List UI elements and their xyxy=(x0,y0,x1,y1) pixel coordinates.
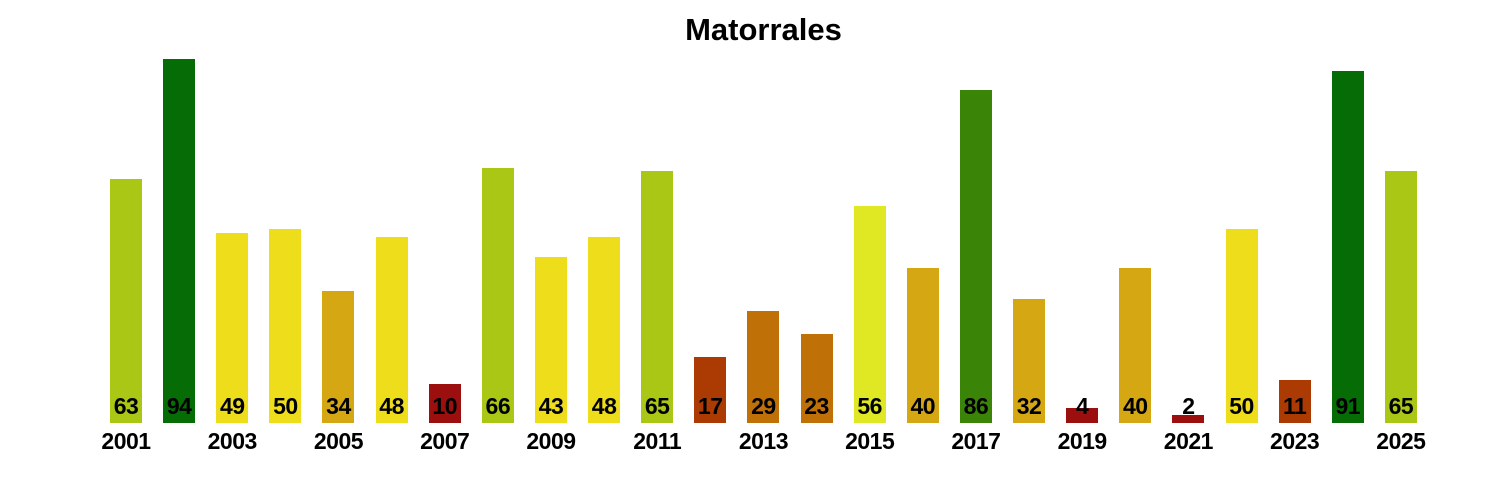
bar-value-label-2014: 23 xyxy=(804,393,829,419)
bar-value-label-2011: 65 xyxy=(644,393,670,419)
x-tick-label-2013: 2013 xyxy=(738,428,789,454)
bar-value-label-2023: 11 xyxy=(1282,393,1307,419)
bar-value-label-2016: 40 xyxy=(910,393,936,419)
bar-2024 xyxy=(1331,71,1364,423)
bar-value-label-2003: 49 xyxy=(219,393,245,419)
bar-value-label-2013: 29 xyxy=(751,393,776,419)
bar-2022 xyxy=(1225,229,1258,423)
bar-2011 xyxy=(641,171,674,423)
bar-2007 xyxy=(428,384,461,423)
bar-value-label-2020: 40 xyxy=(1122,393,1148,419)
x-tick-label-2023: 2023 xyxy=(1270,428,1320,454)
bar-2023 xyxy=(1278,380,1311,423)
x-tick-label-2021: 2021 xyxy=(1163,428,1214,454)
bar-value-label-2007: 10 xyxy=(432,393,458,419)
x-tick-label-2009: 2009 xyxy=(526,428,576,454)
bar-2021 xyxy=(1172,415,1205,423)
bar-value-label-2008: 66 xyxy=(485,393,511,419)
bar-2018 xyxy=(1013,299,1046,423)
bar-value-label-2012: 17 xyxy=(698,393,723,419)
bar-2013 xyxy=(747,311,780,423)
bar-value-label-2015: 56 xyxy=(857,393,882,419)
bar-2015 xyxy=(853,206,886,423)
bar-2017 xyxy=(959,90,992,423)
x-tick-label-2003: 2003 xyxy=(207,428,258,454)
bar-value-label-2005: 34 xyxy=(326,393,351,419)
bar-value-label-2019: 4 xyxy=(1076,393,1089,419)
bar-value-label-2024: 91 xyxy=(1335,393,1361,419)
bar-2016 xyxy=(906,268,939,423)
bar-value-label-2018: 32 xyxy=(1016,393,1042,419)
chart-title: Matorrales xyxy=(685,12,842,47)
x-tick-label-2015: 2015 xyxy=(845,428,895,454)
x-tick-label-2019: 2019 xyxy=(1057,428,1108,454)
bar-2001 xyxy=(110,179,142,423)
bar-2025 xyxy=(1384,171,1417,423)
bar-value-label-2004: 50 xyxy=(273,393,298,419)
bar-2014 xyxy=(800,334,833,423)
bar-2010 xyxy=(588,237,621,423)
bar-2005 xyxy=(322,291,355,423)
x-tick-label-2025: 2025 xyxy=(1376,428,1426,454)
bar-value-label-2006: 48 xyxy=(379,393,404,419)
bar-value-label-2021: 2 xyxy=(1182,393,1195,419)
bar-value-label-2009: 43 xyxy=(538,393,564,419)
bar-2003 xyxy=(216,233,249,423)
bar-2019 xyxy=(1066,408,1099,423)
bar-2009 xyxy=(534,257,567,423)
bar-value-label-2022: 50 xyxy=(1229,393,1254,419)
bar-2002 xyxy=(163,59,196,423)
bar-2020 xyxy=(1119,268,1152,423)
bar-2006 xyxy=(375,237,408,423)
bar-2012 xyxy=(694,357,727,423)
x-tick-label-2017: 2017 xyxy=(951,428,1001,454)
bar-value-label-2017: 86 xyxy=(963,393,989,419)
x-tick-label-2011: 2011 xyxy=(633,428,682,454)
x-tick-label-2005: 2005 xyxy=(313,428,364,454)
bar-2004 xyxy=(269,229,302,423)
bar-value-label-2002: 94 xyxy=(166,393,192,419)
bar-value-label-2010: 48 xyxy=(591,393,617,419)
bar-value-label-2001: 63 xyxy=(113,393,139,419)
bar-value-label-2025: 65 xyxy=(1388,393,1414,419)
bar-2008 xyxy=(481,168,514,423)
x-tick-label-2007: 2007 xyxy=(420,428,470,454)
x-tick-label-2001: 2001 xyxy=(101,428,151,454)
